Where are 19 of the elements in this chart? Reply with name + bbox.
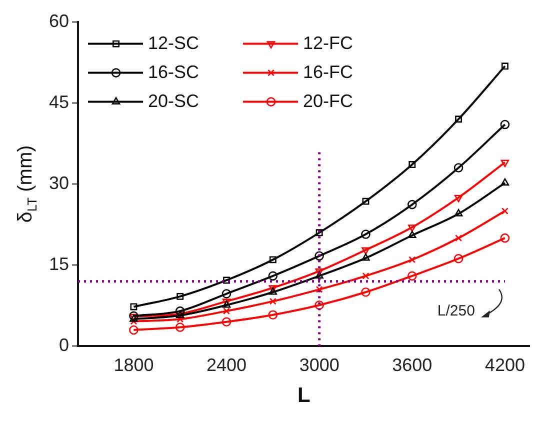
y-tick-label: 60 <box>48 10 70 31</box>
x-tick-label: 1800 <box>114 354 154 375</box>
x-tick-label: 3000 <box>299 354 340 375</box>
legend-label: 16-FC <box>303 62 354 82</box>
legend-label: 12-SC <box>148 32 200 53</box>
legend-label: 16-SC <box>148 62 200 82</box>
ref-line-label: L/250 <box>437 302 475 320</box>
x-tick-label: 4200 <box>484 354 525 375</box>
y-tick-label: 30 <box>48 172 70 193</box>
legend-label: 12-FC <box>303 32 354 53</box>
legend-label: 20-FC <box>303 90 354 111</box>
x-tick-label: 3600 <box>392 354 432 375</box>
y-tick-label: 15 <box>48 254 70 274</box>
y-tick-label: 0 <box>59 335 70 356</box>
x-tick-label: 2400 <box>206 354 247 375</box>
x-axis-title: L <box>297 384 310 408</box>
y-axis-title: δLT (mm) <box>14 145 40 223</box>
legend-label: 20-SC <box>148 90 200 111</box>
y-tick-label: 45 <box>48 92 70 112</box>
